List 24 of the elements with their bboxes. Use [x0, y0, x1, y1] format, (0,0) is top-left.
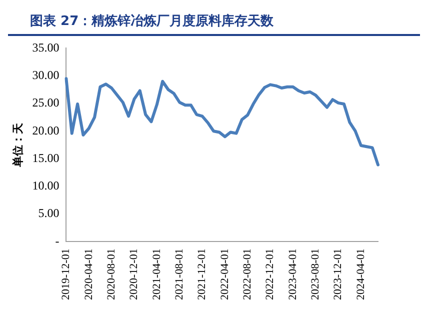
y-tick-label: 25.00 — [32, 96, 60, 110]
x-tick-label: 2021-04-01 — [150, 248, 163, 300]
x-tick-label: 2023-12-01 — [332, 248, 344, 300]
x-tick-label: 2020-12-01 — [128, 248, 140, 300]
x-tick-label: 2022-04-01 — [218, 248, 231, 300]
x-tick-label: 2019-12-01 — [60, 248, 72, 300]
x-tick-label: 2021-12-01 — [196, 248, 208, 300]
y-tick-label: 20.00 — [32, 123, 60, 138]
x-tick-label: 2024-04-01 — [354, 248, 367, 300]
x-tick-label: 2020-08-01 — [105, 248, 118, 300]
x-tick-label: 2023-04-01 — [286, 248, 299, 300]
y-tick-label: 35.00 — [32, 40, 60, 54]
x-tick-label: 2023-08-01 — [310, 248, 322, 300]
y-tick-label: - — [55, 234, 60, 248]
x-tick-label: 2020-04-01 — [82, 248, 95, 300]
x-tick-label: 2022-08-01 — [242, 248, 254, 300]
x-tick-label: 2022-12-01 — [264, 248, 276, 300]
y-tick-label: 5.00 — [38, 206, 60, 220]
y-tick-label: 10.00 — [32, 178, 60, 193]
x-tick-label: 2021-08-01 — [173, 248, 186, 300]
y-tick-label: 30.00 — [32, 68, 60, 82]
y-tick-label: 15.00 — [32, 150, 60, 165]
y-axis-title: 单位：天 — [11, 122, 24, 168]
chart-title: 图表 27：精炼锌冶炼厂月度原料库存天数 — [8, 8, 420, 36]
